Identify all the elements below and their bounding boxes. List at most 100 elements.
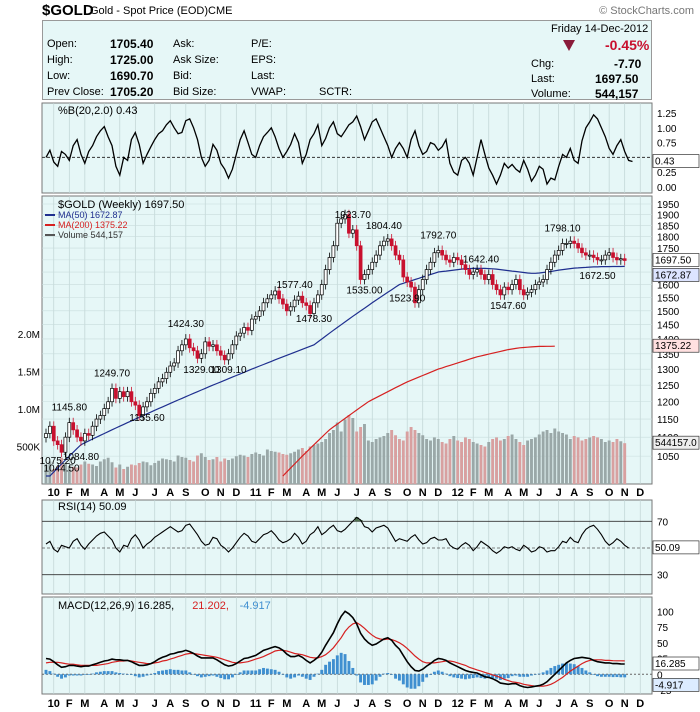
macd-x-label: O	[201, 698, 210, 710]
price-annotation: 1478.30	[296, 314, 333, 325]
macd-histogram-bar	[304, 674, 308, 679]
macd-histogram-bar	[506, 674, 510, 679]
high-label: High:	[47, 54, 73, 66]
macd-histogram-bar	[316, 673, 320, 675]
price-x-label: A	[166, 487, 174, 499]
price-x-label: J	[556, 487, 562, 499]
last-value: 1697.50	[595, 72, 639, 86]
legend-entry: Volume 544,157	[58, 230, 123, 240]
candle-body	[102, 408, 107, 416]
pctb-last-label: 0.43	[655, 157, 675, 168]
candle-body	[281, 298, 285, 305]
watermark: © StockCharts.com	[599, 5, 694, 17]
candle-body	[246, 327, 250, 331]
macd-histogram-bar	[491, 674, 495, 679]
price-x-label: A	[570, 487, 578, 499]
vwap-label: VWAP:	[251, 86, 287, 98]
ma50-last-label: 1672.87	[655, 270, 692, 281]
volume-bar	[475, 443, 479, 484]
open-label: Open:	[47, 38, 77, 50]
price-tick-label: 1200	[657, 398, 680, 409]
volume-bar	[533, 437, 537, 484]
volume-bar	[102, 459, 106, 484]
volume-bar	[227, 460, 230, 484]
price-tick-label: 1150	[657, 415, 679, 426]
chg-value: -7.70	[614, 57, 642, 71]
candle-body	[114, 388, 118, 399]
candle-body	[343, 214, 347, 220]
price-x-label: A	[302, 487, 310, 499]
candle-body	[234, 335, 239, 346]
macd-histogram-bar	[87, 674, 91, 675]
eps-label: EPS:	[251, 54, 277, 66]
pctb-tick-label: 1.25	[657, 109, 677, 120]
macd-histogram-bar	[405, 674, 409, 688]
candle-body	[226, 353, 231, 361]
candle-body	[215, 344, 219, 352]
rsi-last-label: 50.09	[655, 543, 680, 554]
macd-histogram-bar	[168, 669, 172, 675]
candle-body	[86, 433, 91, 436]
candle-body	[242, 327, 246, 334]
exchange-label: CME	[208, 5, 233, 17]
volume-bar	[425, 439, 429, 484]
price-x-label: M	[115, 487, 124, 499]
volume-bar	[308, 446, 312, 484]
volume-bar	[564, 434, 568, 484]
volume-bar	[304, 451, 308, 484]
macd-histogram-bar	[467, 674, 471, 679]
macd-histogram-bar	[545, 670, 549, 675]
price-tick-label: 1450	[657, 321, 680, 332]
macd-histogram-bar	[52, 673, 56, 675]
candle-body	[176, 350, 180, 364]
macd-histogram-bar	[339, 652, 343, 675]
pct-change: -0.45%	[605, 37, 650, 53]
volume-tick-label: 1.0M	[18, 405, 40, 416]
macd-histogram-bar	[312, 674, 316, 677]
candle-body	[350, 229, 355, 234]
price-x-label: J	[354, 487, 360, 499]
candle-body	[584, 252, 588, 256]
macd-x-label: D	[434, 698, 442, 710]
price-x-label: O	[201, 487, 210, 499]
candle-body	[117, 391, 122, 399]
macd-histogram-bar	[157, 671, 161, 675]
candle-body	[51, 425, 56, 442]
price-x-label: F	[268, 487, 275, 499]
volume-bar	[192, 461, 196, 484]
candle-body	[211, 344, 215, 347]
candle-body	[366, 269, 371, 275]
macd-x-label: J	[556, 698, 562, 710]
macd-histogram-bar	[67, 674, 71, 676]
candle-body	[529, 289, 534, 293]
volume-bar	[63, 463, 67, 484]
volume-bar	[246, 457, 250, 484]
volume-bar	[592, 436, 596, 484]
candle-body	[358, 245, 363, 280]
candle-body	[595, 257, 600, 261]
macd-histogram-bar	[549, 667, 553, 675]
macd-last-label: 16.285	[655, 659, 686, 670]
price-annotation: 1145.80	[52, 403, 88, 414]
macd-x-label: N	[419, 698, 427, 710]
macd-hist-last-label-box	[652, 678, 700, 692]
volume-bar	[382, 436, 386, 484]
volume-bar	[316, 443, 320, 484]
candle-body	[362, 274, 367, 280]
price-x-label: S	[384, 487, 391, 499]
volume-bar	[203, 457, 207, 484]
macd-histogram-bar	[56, 674, 60, 677]
price-x-label: S	[586, 487, 593, 499]
volume-bar	[440, 442, 444, 484]
candle-body	[253, 315, 258, 320]
price-x-label: M	[80, 487, 89, 499]
volume-bar	[324, 439, 328, 484]
candle-body	[479, 269, 483, 275]
macd-histogram-bar	[114, 672, 118, 675]
pctb-last-label-box	[652, 154, 700, 168]
macd-histogram-bar	[164, 669, 168, 675]
candle-body	[471, 271, 476, 275]
macd-histogram-bar	[370, 674, 374, 685]
macd-tick-label: 100	[657, 607, 674, 618]
candle-body	[545, 269, 549, 280]
